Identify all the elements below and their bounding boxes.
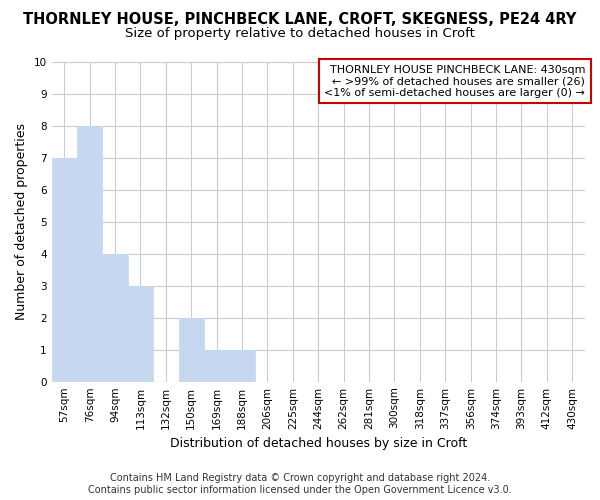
Bar [103, 254, 128, 382]
Text: Size of property relative to detached houses in Croft: Size of property relative to detached ho… [125, 28, 475, 40]
Bar [229, 350, 255, 382]
Text: THORNLEY HOUSE PINCHBECK LANE: 430sqm
← >99% of detached houses are smaller (26): THORNLEY HOUSE PINCHBECK LANE: 430sqm ← … [324, 64, 585, 98]
Bar [77, 126, 103, 382]
Y-axis label: Number of detached properties: Number of detached properties [15, 123, 28, 320]
Bar [128, 286, 153, 382]
Bar [179, 318, 204, 382]
Text: THORNLEY HOUSE, PINCHBECK LANE, CROFT, SKEGNESS, PE24 4RY: THORNLEY HOUSE, PINCHBECK LANE, CROFT, S… [23, 12, 577, 28]
Bar [204, 350, 229, 382]
Text: Contains HM Land Registry data © Crown copyright and database right 2024.
Contai: Contains HM Land Registry data © Crown c… [88, 474, 512, 495]
Bar [52, 158, 77, 382]
X-axis label: Distribution of detached houses by size in Croft: Distribution of detached houses by size … [170, 437, 467, 450]
